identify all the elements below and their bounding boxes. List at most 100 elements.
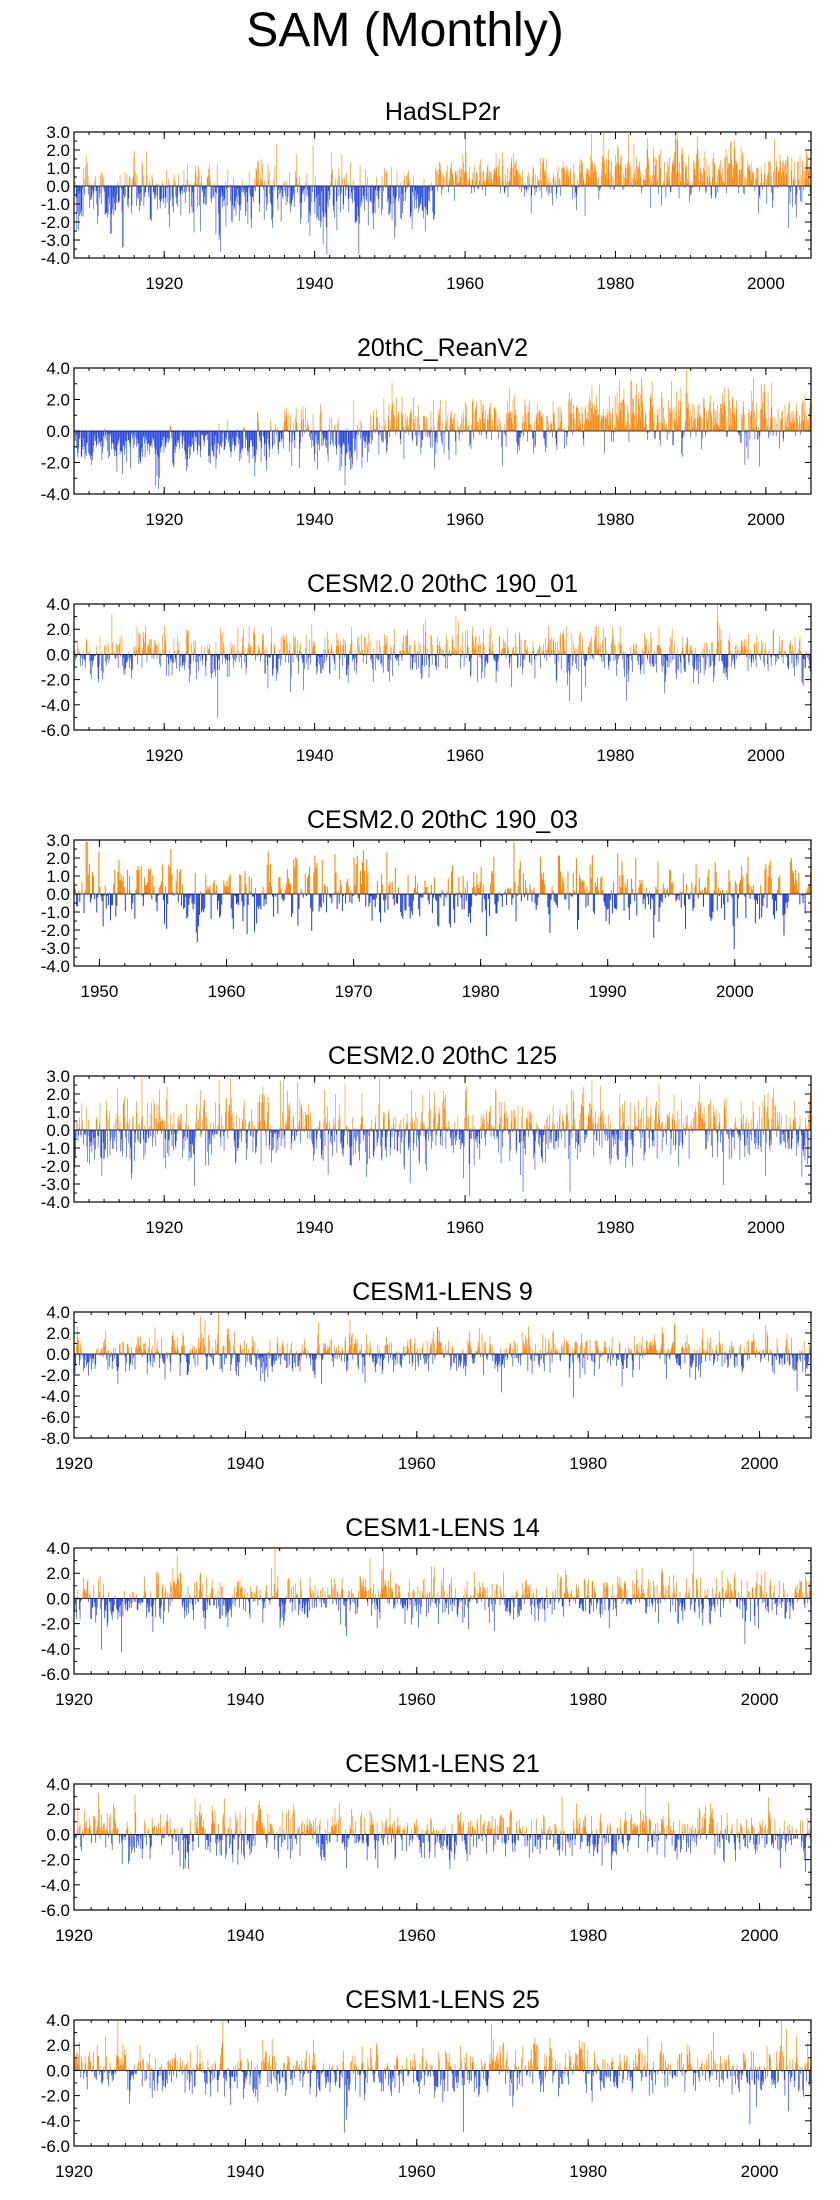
monthly-bar — [406, 176, 407, 186]
monthly-bar — [281, 654, 283, 660]
monthly-bar — [240, 186, 241, 211]
monthly-bar — [584, 423, 585, 431]
monthly-bar — [790, 640, 791, 655]
monthly-bar — [610, 652, 612, 655]
monthly-bar — [396, 171, 398, 186]
monthly-bar — [445, 425, 446, 431]
monthly-bar — [268, 654, 270, 658]
monthly-bar — [262, 164, 263, 186]
monthly-bar — [87, 163, 88, 186]
monthly-bar — [527, 176, 528, 186]
monthly-bar — [105, 431, 107, 433]
monthly-bar — [364, 431, 365, 442]
monthly-bar — [184, 431, 185, 451]
monthly-bar — [784, 652, 786, 655]
monthly-bar — [411, 186, 412, 213]
monthly-bar — [496, 167, 497, 186]
monthly-bar — [717, 621, 719, 655]
monthly-bar — [394, 426, 396, 431]
monthly-bar — [132, 179, 133, 186]
monthly-bar — [490, 627, 491, 655]
monthly-bar — [698, 654, 700, 663]
monthly-bar — [532, 431, 533, 439]
monthly-bar — [228, 654, 230, 677]
monthly-bar — [765, 178, 767, 186]
monthly-bar — [213, 431, 214, 456]
monthly-bar — [775, 429, 776, 431]
monthly-bar — [499, 176, 501, 186]
monthly-bar — [512, 422, 513, 431]
monthly-bar — [658, 422, 659, 431]
monthly-bar — [774, 139, 775, 186]
monthly-bar — [440, 431, 442, 436]
monthly-bar — [100, 1130, 101, 1157]
monthly-bar — [655, 431, 657, 433]
monthly-bar — [454, 413, 456, 431]
monthly-bar — [101, 431, 103, 461]
monthly-bar — [801, 186, 803, 203]
monthly-bar — [102, 431, 103, 453]
monthly-bar — [693, 420, 694, 431]
monthly-bar — [439, 894, 441, 897]
monthly-bar — [349, 431, 350, 460]
monthly-bar — [93, 1130, 95, 1138]
monthly-bar — [733, 412, 734, 431]
monthly-bar — [414, 419, 415, 431]
monthly-bar — [504, 642, 506, 655]
monthly-bar — [563, 630, 565, 655]
monthly-bar — [170, 849, 172, 894]
monthly-bar — [379, 186, 380, 191]
monthly-bar — [450, 417, 451, 431]
monthly-bar — [473, 872, 475, 894]
monthly-bar — [238, 431, 240, 439]
monthly-bar — [194, 648, 195, 655]
monthly-bar — [390, 186, 392, 205]
monthly-bar — [348, 654, 350, 665]
monthly-bar — [138, 632, 140, 655]
monthly-bar — [450, 871, 452, 894]
monthly-bar — [435, 654, 437, 666]
monthly-bar — [604, 161, 605, 186]
monthly-bar — [93, 876, 95, 894]
monthly-bar — [376, 417, 378, 431]
monthly-bar — [233, 654, 234, 668]
monthly-bar — [88, 186, 90, 195]
monthly-bar — [618, 641, 620, 655]
monthly-bar — [693, 161, 695, 186]
monthly-bar — [396, 186, 397, 197]
monthly-bar — [468, 181, 469, 186]
monthly-bar — [726, 890, 728, 894]
monthly-bar — [497, 418, 499, 431]
monthly-bar — [85, 1130, 86, 1136]
monthly-bar — [376, 177, 377, 186]
monthly-bar — [629, 424, 630, 431]
monthly-bar — [155, 894, 157, 902]
monthly-bar — [139, 186, 141, 194]
monthly-bar — [186, 634, 188, 655]
monthly-bar — [746, 179, 748, 186]
monthly-bar — [160, 881, 162, 894]
monthly-bar — [317, 431, 319, 440]
monthly-bar — [228, 431, 229, 443]
monthly-bar — [777, 650, 779, 655]
monthly-bar — [438, 645, 440, 655]
monthly-bar — [245, 654, 247, 675]
monthly-bar — [652, 894, 654, 900]
monthly-bar — [646, 654, 648, 658]
monthly-bar — [353, 400, 355, 431]
monthly-bar — [156, 431, 157, 450]
monthly-bar — [255, 186, 256, 192]
monthly-bar — [710, 894, 712, 921]
monthly-bar — [131, 654, 133, 671]
monthly-bar — [278, 186, 280, 195]
monthly-bar — [303, 186, 304, 191]
monthly-bar — [473, 165, 475, 186]
monthly-bar — [231, 894, 233, 919]
monthly-bar — [712, 421, 714, 431]
monthly-bar — [775, 160, 777, 186]
monthly-bar — [129, 431, 130, 443]
monthly-bar — [376, 410, 377, 431]
monthly-bar — [236, 428, 238, 431]
monthly-bar — [272, 894, 274, 897]
monthly-bar — [552, 186, 553, 206]
